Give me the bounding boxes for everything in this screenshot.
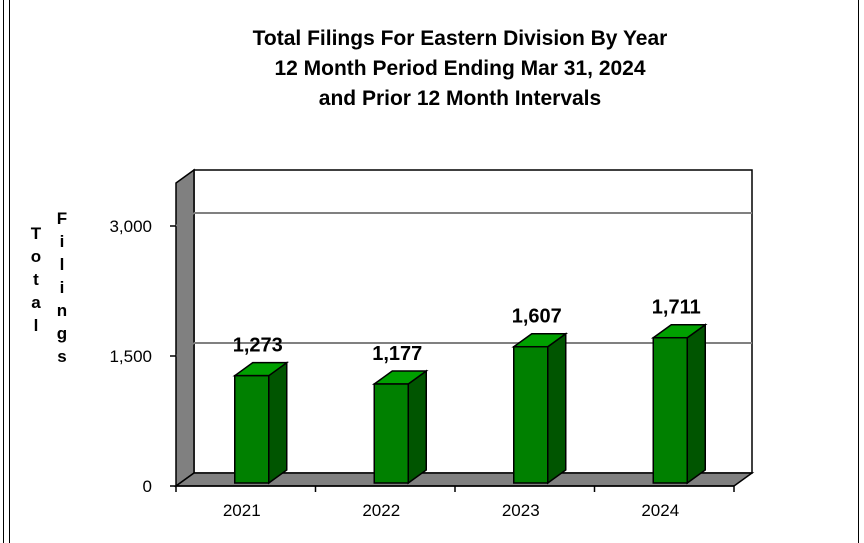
bar-side (686, 323, 706, 485)
chart-title-line-3: and Prior 12 Month Intervals (318, 87, 602, 110)
gridline-side (175, 212, 195, 227)
x-tick-label: 2022 (362, 501, 400, 520)
y-axis-label-letter: l (33, 316, 39, 335)
y-axis-label-letter: i (59, 278, 65, 297)
right-border-line (858, 0, 859, 543)
chart-title: Total Filings For Eastern Division By Ye… (140, 24, 780, 114)
bar-value-label: 1,607 (512, 306, 562, 328)
y-axis-label-letter: F (56, 209, 68, 228)
y-axis-label-letter: o (30, 247, 42, 266)
left-border-line (3, 0, 4, 543)
side-wall (175, 168, 195, 488)
bar (513, 345, 549, 484)
y-axis-label-letter: i (59, 232, 65, 251)
y-axis-label-letter: T (30, 224, 42, 243)
x-tick-label: 2023 (502, 501, 540, 520)
bar (234, 374, 270, 484)
y-tick-label: 1,500 (109, 347, 152, 366)
y-axis-label-letter: a (31, 293, 41, 312)
left-border-line-inner (9, 0, 10, 543)
bar (652, 336, 688, 484)
bar-value-label: 1,177 (372, 343, 422, 365)
bar-value-label: 1,273 (233, 335, 283, 357)
bar-value-label: 1,711 (652, 297, 701, 319)
bar-side (268, 361, 288, 485)
bar (373, 383, 409, 484)
chart-title-line-1: Total Filings For Eastern Division By Ye… (252, 27, 668, 50)
gridline-side (175, 342, 195, 357)
y-axis-label-letter: t (33, 270, 39, 289)
bar-side (407, 369, 427, 485)
y-tick-label: 3,000 (109, 217, 152, 236)
y-axis-label-letter: l (59, 255, 65, 274)
x-tick-label: 2021 (223, 501, 261, 520)
y-tick-label: 0 (143, 477, 152, 496)
x-tick-label: 2024 (641, 501, 679, 520)
bar-side (547, 332, 567, 485)
chart-title-line-2: 12 Month Period Ending Mar 31, 2024 (274, 57, 646, 80)
y-axis-label-letter: g (56, 324, 68, 343)
y-axis-label-letter: n (56, 301, 68, 320)
y-axis-label-letter: s (57, 347, 67, 366)
